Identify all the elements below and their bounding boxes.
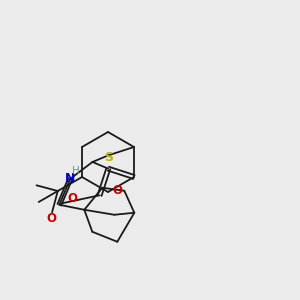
Text: O: O (46, 212, 56, 225)
Text: O: O (112, 184, 123, 197)
Text: O: O (67, 192, 77, 206)
Text: S: S (104, 151, 113, 164)
Text: H: H (72, 166, 80, 176)
Text: N: N (65, 172, 75, 185)
